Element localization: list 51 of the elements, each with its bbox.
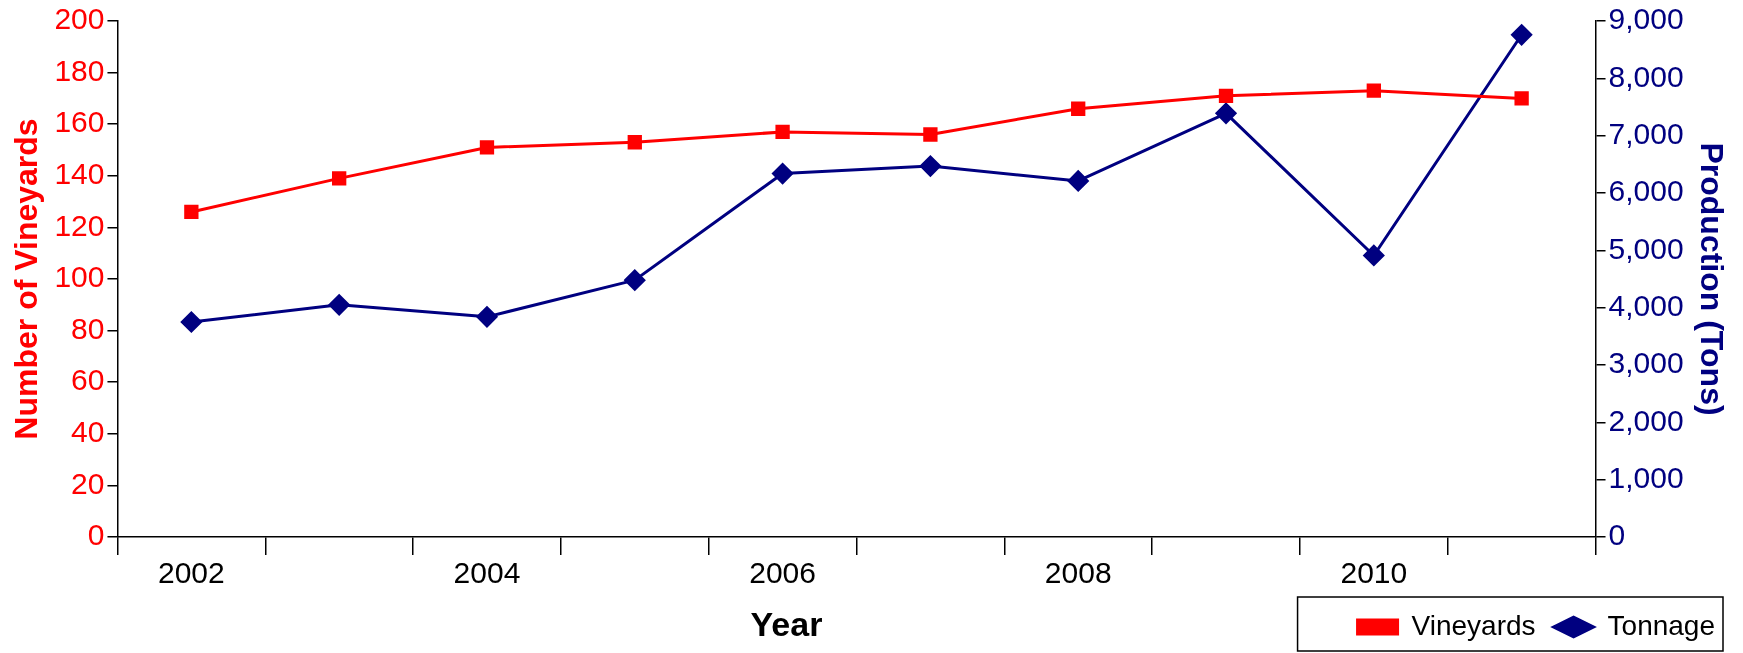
y-tick-label: 200 (54, 2, 105, 36)
point (1215, 102, 1237, 124)
y-tick-label: 140 (54, 157, 105, 191)
point (1363, 244, 1385, 266)
point (1366, 83, 1381, 98)
y2-tick-label: 7,000 (1608, 116, 1684, 150)
y-tick-label: 160 (54, 105, 105, 139)
x-tick-label: 2008 (1044, 556, 1112, 590)
y2-tick-label: 5,000 (1608, 231, 1684, 265)
x-tick-label: 2002 (157, 556, 225, 590)
point (1511, 24, 1533, 46)
y-tick-label: 80 (71, 311, 105, 345)
point (1218, 88, 1234, 103)
y2-tick-label: 6,000 (1608, 174, 1684, 208)
point (479, 140, 495, 155)
x-tick-label: 2006 (749, 556, 816, 590)
point (919, 155, 941, 177)
y-tick-label: 40 (71, 415, 105, 449)
legend-label: Vineyards (1411, 609, 1536, 641)
point (1514, 91, 1529, 106)
y2-tick-label: 4,000 (1608, 288, 1684, 322)
y2-tick-label: 8,000 (1608, 59, 1684, 93)
point (775, 124, 790, 140)
y-tick-label: 100 (54, 260, 105, 294)
x-axis-title: Year (750, 605, 823, 644)
y2-tick-label: 1,000 (1608, 460, 1684, 494)
point (1071, 101, 1086, 116)
y2-axis-title: Production (Tons) (1693, 142, 1730, 416)
point (184, 204, 199, 220)
y2-tick-label: 9,000 (1608, 2, 1684, 36)
point (627, 135, 642, 150)
y2-tick-label: 3,000 (1608, 346, 1684, 380)
y2-tick-label: 2,000 (1608, 403, 1684, 437)
point (1067, 170, 1089, 192)
y-tick-label: 0 (87, 518, 105, 552)
x-tick-label: 2004 (453, 556, 521, 590)
y2-tick-label: 0 (1608, 518, 1626, 552)
point (332, 171, 347, 186)
point (624, 269, 646, 291)
point (772, 163, 794, 185)
point (328, 294, 350, 316)
y-tick-label: 20 (71, 466, 105, 500)
y-tick-label: 120 (54, 208, 105, 242)
legend-label: Tonnage (1607, 609, 1715, 641)
y-axis-title: Number of Vineyards (8, 118, 45, 440)
point (476, 306, 498, 328)
point (180, 311, 202, 333)
y-tick-label: 180 (54, 53, 105, 87)
y-tick-label: 60 (71, 363, 105, 397)
x-tick-label: 2010 (1340, 556, 1408, 590)
point (923, 127, 938, 142)
